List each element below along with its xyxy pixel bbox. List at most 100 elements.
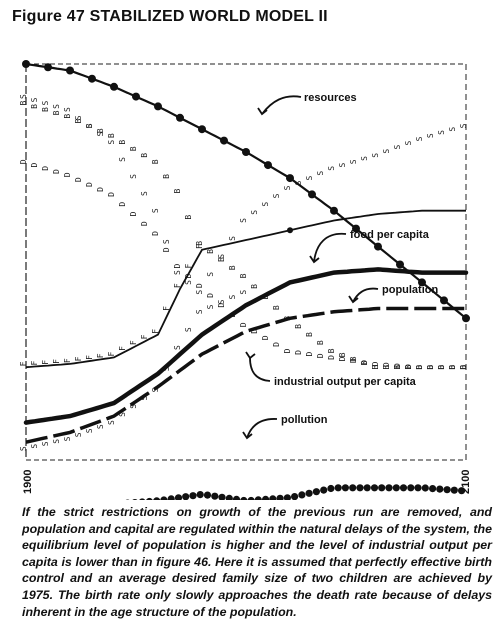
letter-mark: D xyxy=(118,202,127,207)
letter-mark: S xyxy=(107,140,116,145)
letter-mark: S xyxy=(52,104,61,109)
letter-mark: D xyxy=(85,182,94,187)
letter-mark: D xyxy=(371,361,380,366)
pollution-point xyxy=(298,491,306,499)
annotation-population: population xyxy=(382,284,438,296)
letter-mark: B xyxy=(426,365,435,370)
x-tick-label: 1900 xyxy=(22,470,34,494)
annotation-pollution: pollution xyxy=(281,414,328,426)
letter-mark: S xyxy=(404,141,413,146)
letter-mark: S xyxy=(184,280,193,285)
letter-mark: B xyxy=(74,119,83,124)
letter-mark: S xyxy=(96,424,105,429)
letter-mark: S xyxy=(52,439,61,444)
letter-mark: B xyxy=(272,305,281,310)
letter-mark: B xyxy=(96,128,105,133)
resources-point xyxy=(242,148,250,156)
letter-mark: S xyxy=(19,446,28,451)
pollution-point xyxy=(407,484,415,492)
pollution-point xyxy=(160,496,168,500)
letter-mark: B xyxy=(228,265,237,270)
letter-mark: D xyxy=(261,335,270,340)
letter-mark: F xyxy=(96,353,105,358)
letter-mark: S xyxy=(360,156,369,161)
letter-mark: D xyxy=(173,264,182,269)
food-per-capita-line xyxy=(25,209,466,369)
letter-mark: D xyxy=(283,348,292,353)
letter-mark: B xyxy=(41,107,50,112)
plot-frame: 1900 2100 xyxy=(22,63,472,494)
letter-mark: B xyxy=(360,361,369,366)
annotation-arrow-pollution xyxy=(246,418,278,439)
pollution-point xyxy=(320,486,328,494)
letter-mark: S xyxy=(327,166,336,171)
letter-mark: B xyxy=(118,140,127,145)
letter-mark: B xyxy=(206,249,215,254)
resources-point xyxy=(22,60,30,68)
pollution-point xyxy=(414,484,422,492)
letter-mark: B xyxy=(415,365,424,370)
pollution-point xyxy=(167,495,175,500)
letter-mark: F xyxy=(118,346,127,351)
pollution-point xyxy=(125,499,130,500)
letter-mark: F xyxy=(63,358,72,363)
pollution-point xyxy=(153,497,161,500)
letter-mark: B xyxy=(404,365,413,370)
letter-mark: B xyxy=(437,365,446,370)
pollution-point xyxy=(334,484,342,492)
letter-mark: S xyxy=(30,444,39,449)
letter-mark: S xyxy=(30,97,39,102)
annotation-arrowhead-food-per-capita xyxy=(309,255,320,264)
letter-mark: B xyxy=(327,348,336,353)
letter-mark: D xyxy=(360,360,369,365)
letter-mark: B xyxy=(305,332,314,337)
pollution-point xyxy=(385,484,393,492)
letter-mark: D xyxy=(151,231,160,236)
letter-mark: D xyxy=(338,356,347,361)
pollution-point xyxy=(247,496,255,500)
letter-mark: B xyxy=(316,340,325,345)
letter-mark: D xyxy=(19,159,28,164)
letter-mark: S xyxy=(217,299,226,304)
annotation-arrowhead-resources xyxy=(257,107,268,116)
resources-point xyxy=(154,102,162,111)
letter-mark: S xyxy=(129,404,138,409)
letter-mark: S xyxy=(239,290,248,295)
pollution-point xyxy=(450,486,458,494)
annotation-arrowhead-pollution xyxy=(242,431,253,440)
letter-mark: S xyxy=(316,171,325,176)
letter-mark: S xyxy=(393,145,402,150)
letter-mark: S xyxy=(437,130,446,135)
letter-mark: S xyxy=(74,115,83,120)
population-line xyxy=(23,267,469,425)
chart: 1900 2100 BBBBBBBBBBBBBBBBBBBBBBBBBBBBBBB… xyxy=(19,60,472,500)
letter-mark: S xyxy=(63,107,72,112)
letter-mark: S xyxy=(19,94,28,99)
pollution-point xyxy=(218,493,226,500)
letter-mark: D xyxy=(206,293,215,298)
letter-mark: F xyxy=(30,361,39,366)
resources-point xyxy=(396,260,404,269)
letter-mark: S xyxy=(140,396,149,401)
letter-mark: B xyxy=(162,174,171,179)
annotation-resources: resources xyxy=(304,92,357,104)
resources-point xyxy=(176,113,184,122)
letter-mark: S xyxy=(217,254,226,259)
annotation-food-per-capita: food per capita xyxy=(350,229,430,241)
letter-mark: D xyxy=(294,350,303,355)
letter-mark: F xyxy=(140,334,149,339)
letter-mark: S xyxy=(272,193,281,198)
pollution-point xyxy=(211,492,219,500)
letter-mark: F xyxy=(184,264,193,269)
pollution-point xyxy=(312,488,320,496)
pollution-point xyxy=(458,487,466,495)
letter-mark: D xyxy=(327,355,336,360)
letter-mark: D xyxy=(52,169,61,174)
letter-mark: B xyxy=(393,365,402,370)
letter-mark: F xyxy=(19,361,28,366)
letter-mark: S xyxy=(96,132,105,137)
letter-mark: B xyxy=(448,365,457,370)
resources-point xyxy=(66,66,74,75)
letter-mark: D xyxy=(239,322,248,327)
